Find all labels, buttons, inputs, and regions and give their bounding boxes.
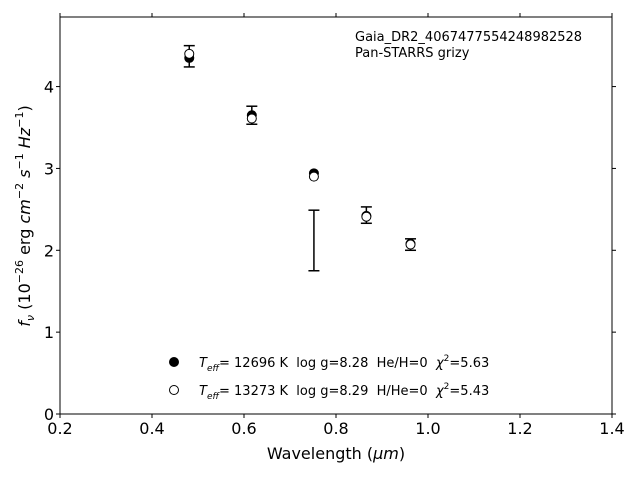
- y-tick-label: 0: [44, 405, 54, 424]
- x-tick-label: 0.8: [323, 419, 348, 438]
- legend-label-2: Teff= 13273 K log g=8.29 H/He=0 χ2=5.43: [199, 382, 489, 402]
- model-point-open: [405, 239, 416, 250]
- plot-layer: [183, 44, 417, 272]
- x-tick-label: 1.4: [599, 419, 624, 438]
- model-point-open: [308, 171, 319, 182]
- x-tick-label: 1.0: [415, 419, 440, 438]
- legend-label-1: Teff= 12696 K log g=8.28 He/H=0 χ2=5.63: [199, 354, 489, 374]
- x-tick-label: 1.2: [507, 419, 532, 438]
- y-tick-label: 1: [44, 323, 54, 342]
- x-axis-title: Wavelength (μm): [267, 444, 405, 463]
- plot-frame: [59, 16, 613, 415]
- annotation-photometry: Pan-STARRS grizy: [355, 46, 470, 61]
- x-tick-label: 0.4: [139, 419, 164, 438]
- annotation-target-id: Gaia_DR2_4067477554248982528: [355, 30, 582, 45]
- y-tick-label: 3: [44, 159, 54, 178]
- model-point-open: [246, 113, 257, 124]
- y-tick-label: 4: [44, 78, 54, 97]
- y-tick-label: 2: [44, 241, 54, 260]
- model-point-open: [361, 211, 372, 222]
- y-axis-title: fν (10−26 erg cm−2 s−1 Hz−1): [13, 105, 37, 326]
- model-point-open: [184, 48, 195, 59]
- ticks-layer: 0.2 0.4 0.6 0.8 1.0 1.2 1.4 0 1 2 3 4: [44, 13, 625, 438]
- legend-marker-filled: [169, 357, 179, 367]
- x-tick-label: 0.2: [47, 419, 72, 438]
- x-tick-label: 0.6: [231, 419, 256, 438]
- observed-errorbar: [308, 209, 320, 272]
- legend-marker-open: [169, 385, 179, 395]
- legend: Teff= 12696 K log g=8.28 He/H=0 χ2=5.63 …: [169, 354, 489, 402]
